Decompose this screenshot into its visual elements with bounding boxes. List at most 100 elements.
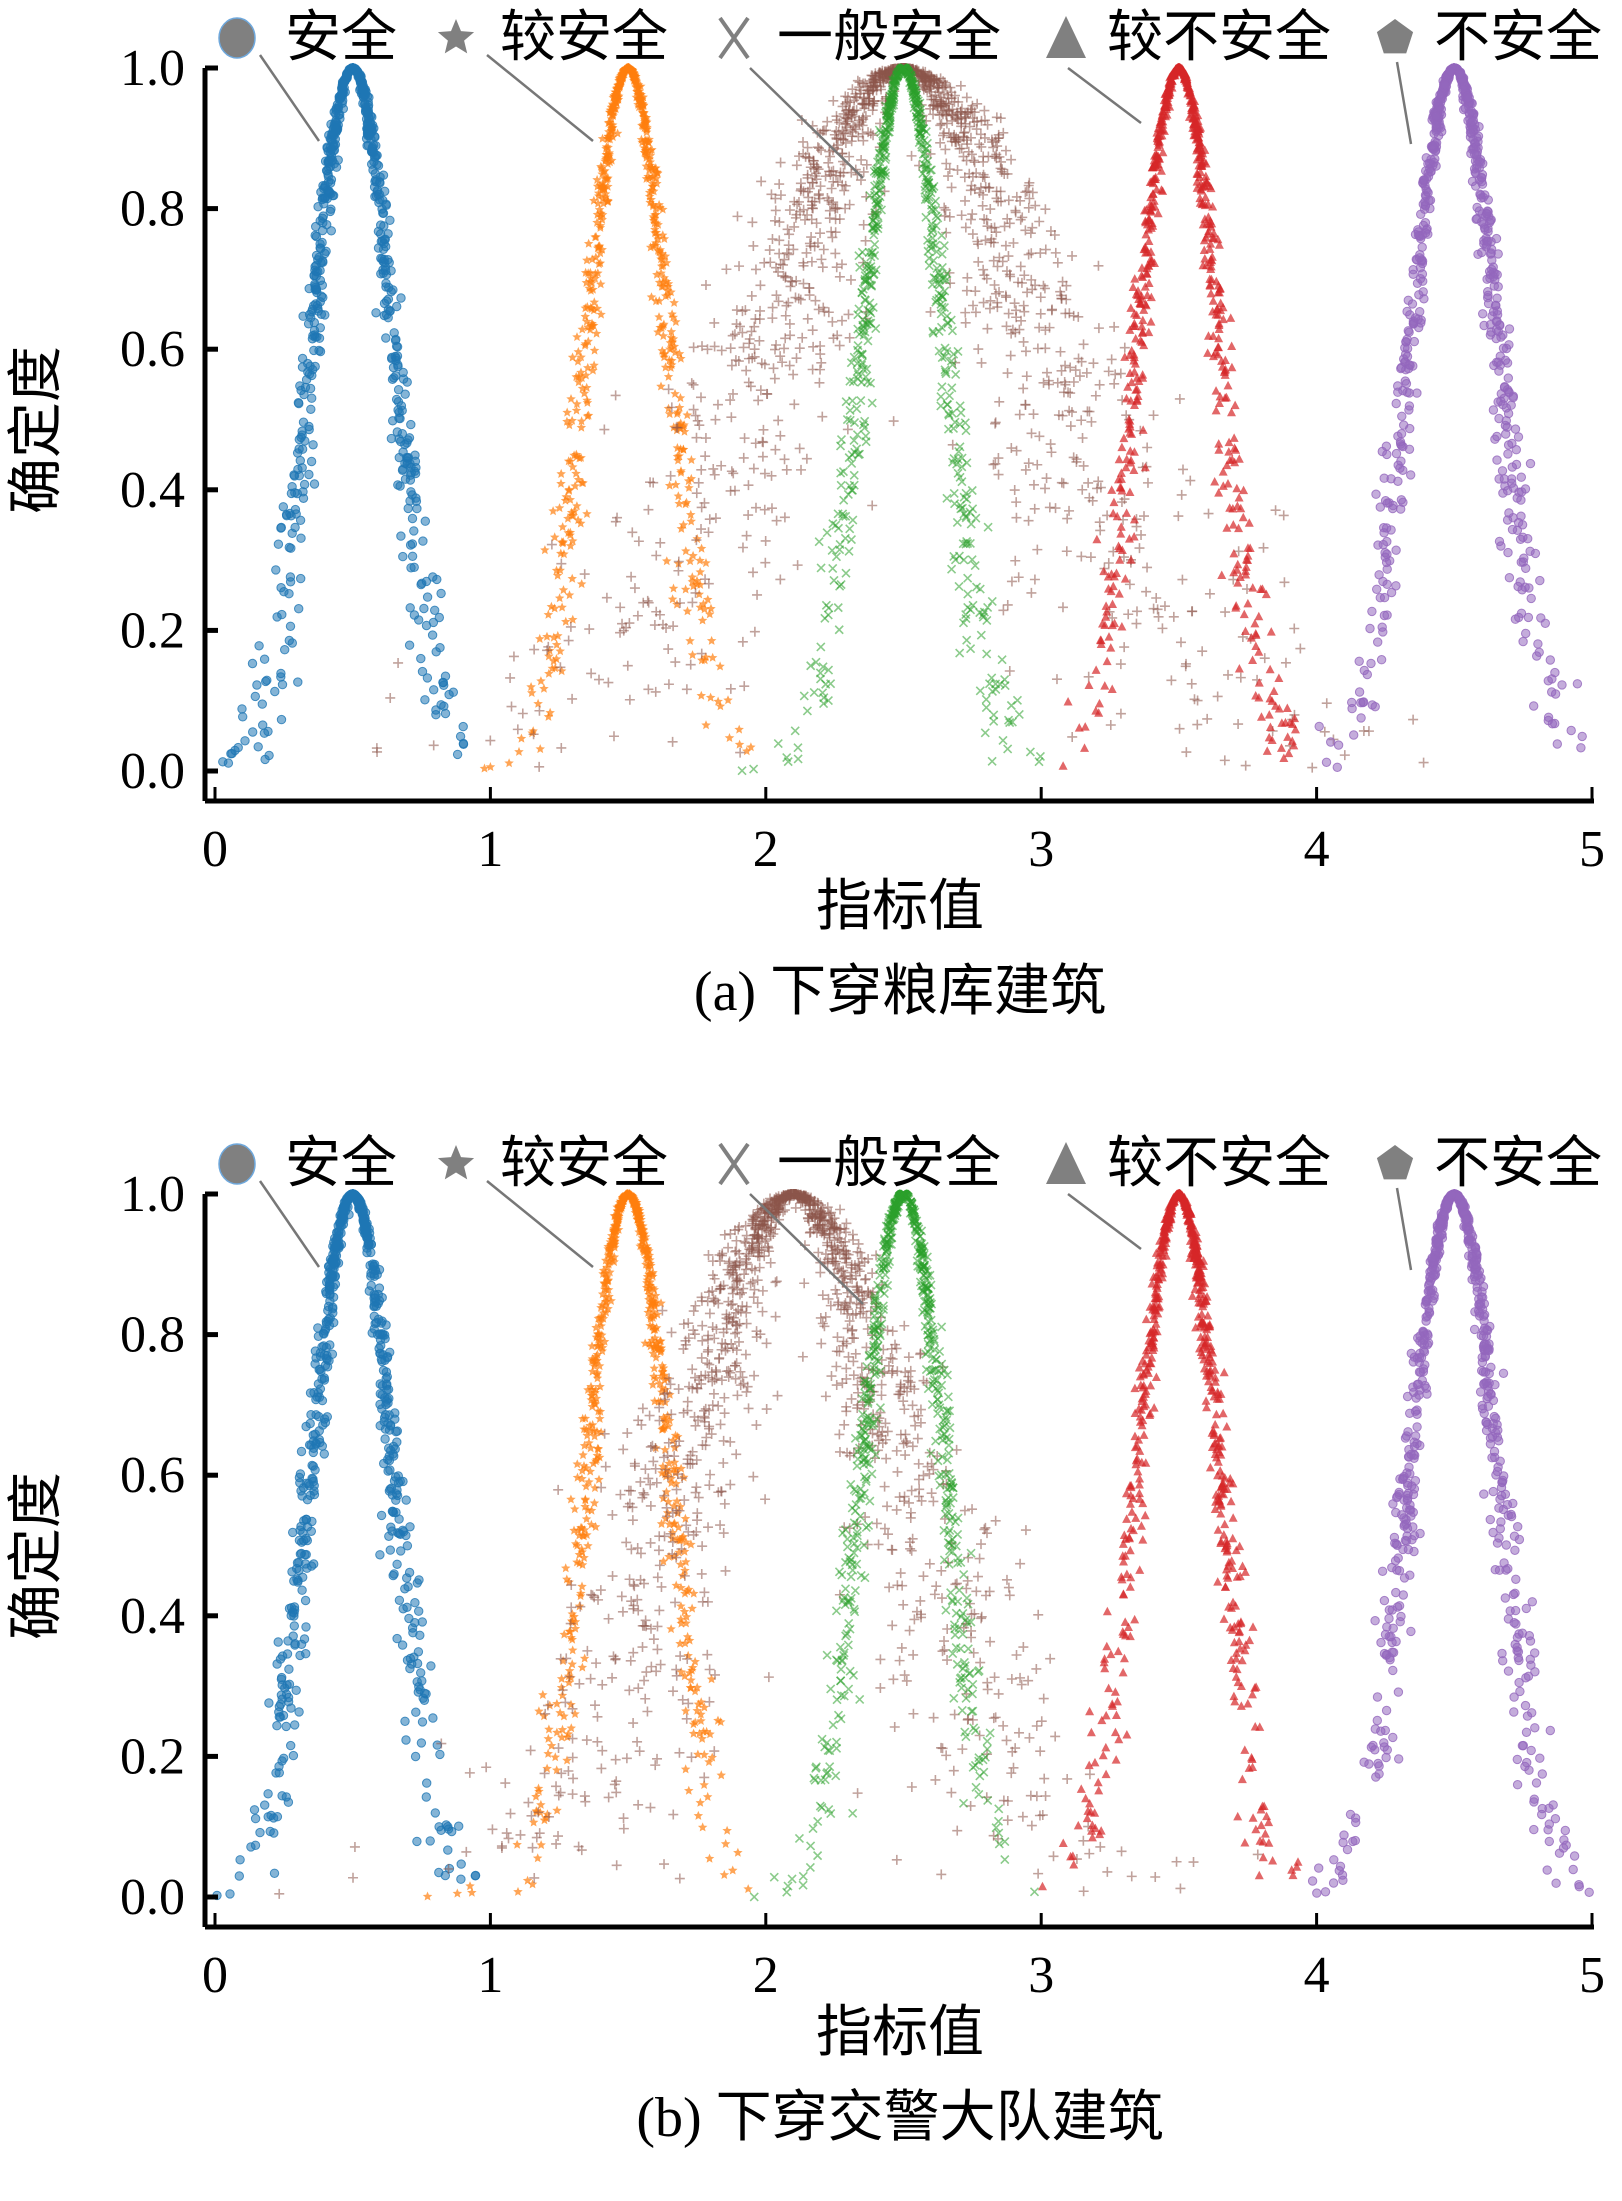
data-point (1104, 632, 1113, 641)
data-point (310, 271, 318, 279)
data-point (1410, 337, 1418, 345)
data-point (1116, 369, 1126, 379)
data-point (984, 603, 992, 611)
data-point (784, 229, 794, 239)
data-point (1257, 712, 1266, 721)
data-point (1019, 307, 1029, 317)
data-point (817, 564, 825, 572)
data-point (697, 544, 707, 553)
data-point (988, 597, 996, 605)
data-point (1493, 432, 1501, 440)
data-point (1132, 606, 1142, 616)
data-point (1544, 677, 1552, 685)
data-point (1053, 378, 1063, 388)
data-point (311, 282, 319, 290)
data-point (1516, 535, 1524, 543)
data-point (1430, 129, 1438, 137)
data-point (1067, 251, 1077, 261)
data-point (572, 406, 582, 415)
data-point (1503, 487, 1511, 495)
data-point (557, 602, 567, 611)
data-point (754, 336, 764, 346)
data-point (1212, 406, 1221, 415)
data-point (1407, 471, 1415, 479)
data-point (1119, 642, 1129, 652)
data-point (1015, 710, 1023, 718)
data-point (235, 1872, 243, 1880)
data-point (948, 565, 956, 573)
data-point (1489, 406, 1497, 414)
data-point (297, 534, 305, 542)
series-5 (1059, 63, 1300, 770)
data-point (782, 465, 792, 475)
data-point (748, 567, 758, 577)
data-point (379, 209, 387, 217)
data-point (734, 725, 744, 734)
data-point (1493, 307, 1501, 315)
data-point (1229, 520, 1238, 529)
data-point (1263, 746, 1272, 755)
data-point (1475, 207, 1483, 215)
data-point (1277, 743, 1286, 752)
data-point (829, 564, 837, 572)
data-point (1432, 112, 1440, 120)
data-point (388, 375, 396, 383)
data-point (1241, 761, 1251, 771)
data-point (1415, 291, 1423, 299)
data-point (1092, 535, 1101, 544)
data-point (977, 631, 985, 639)
data-point (999, 736, 1007, 744)
data-point (293, 449, 301, 457)
data-point (1372, 490, 1380, 498)
data-point (969, 155, 979, 165)
legend-label: 不安全 (1434, 7, 1602, 69)
data-point (1095, 699, 1104, 708)
data-point (1499, 344, 1507, 352)
data-point (961, 222, 971, 232)
data-point (842, 398, 850, 406)
data-point (327, 227, 335, 235)
data-point (1011, 497, 1021, 507)
data-point (774, 217, 784, 227)
data-point (816, 254, 826, 264)
data-point (1006, 351, 1016, 361)
data-point (1403, 344, 1411, 352)
data-point (1079, 339, 1089, 349)
data-point (1504, 450, 1512, 458)
data-point (835, 272, 845, 282)
data-point (1003, 251, 1013, 261)
data-point (776, 158, 786, 168)
data-point (747, 217, 757, 227)
data-point (800, 692, 808, 700)
data-point (815, 228, 825, 238)
data-point (1387, 526, 1395, 534)
data-point (1100, 681, 1109, 690)
data-point (1359, 698, 1367, 706)
data-point (1402, 380, 1410, 388)
data-point (286, 578, 294, 586)
data-point (976, 687, 984, 695)
data-point (413, 1837, 421, 1845)
data-point (505, 673, 515, 683)
data-point (1024, 203, 1034, 213)
data-point (1080, 743, 1089, 752)
data-point (1116, 659, 1126, 669)
data-point (692, 534, 702, 543)
data-point (1022, 371, 1032, 381)
data-point (1505, 509, 1513, 517)
data-point (845, 333, 855, 343)
data-point (1073, 312, 1083, 322)
data-point (998, 656, 1006, 664)
data-point (721, 264, 731, 274)
data-point (253, 681, 261, 689)
data-point (1340, 750, 1350, 760)
data-point (994, 397, 1004, 407)
data-point (654, 312, 664, 321)
data-point (947, 182, 957, 192)
data-point (295, 1708, 303, 1716)
data-point (953, 518, 961, 526)
data-point (1026, 588, 1036, 598)
data-point (956, 402, 964, 410)
data-point (1082, 406, 1092, 416)
data-point (261, 755, 269, 763)
